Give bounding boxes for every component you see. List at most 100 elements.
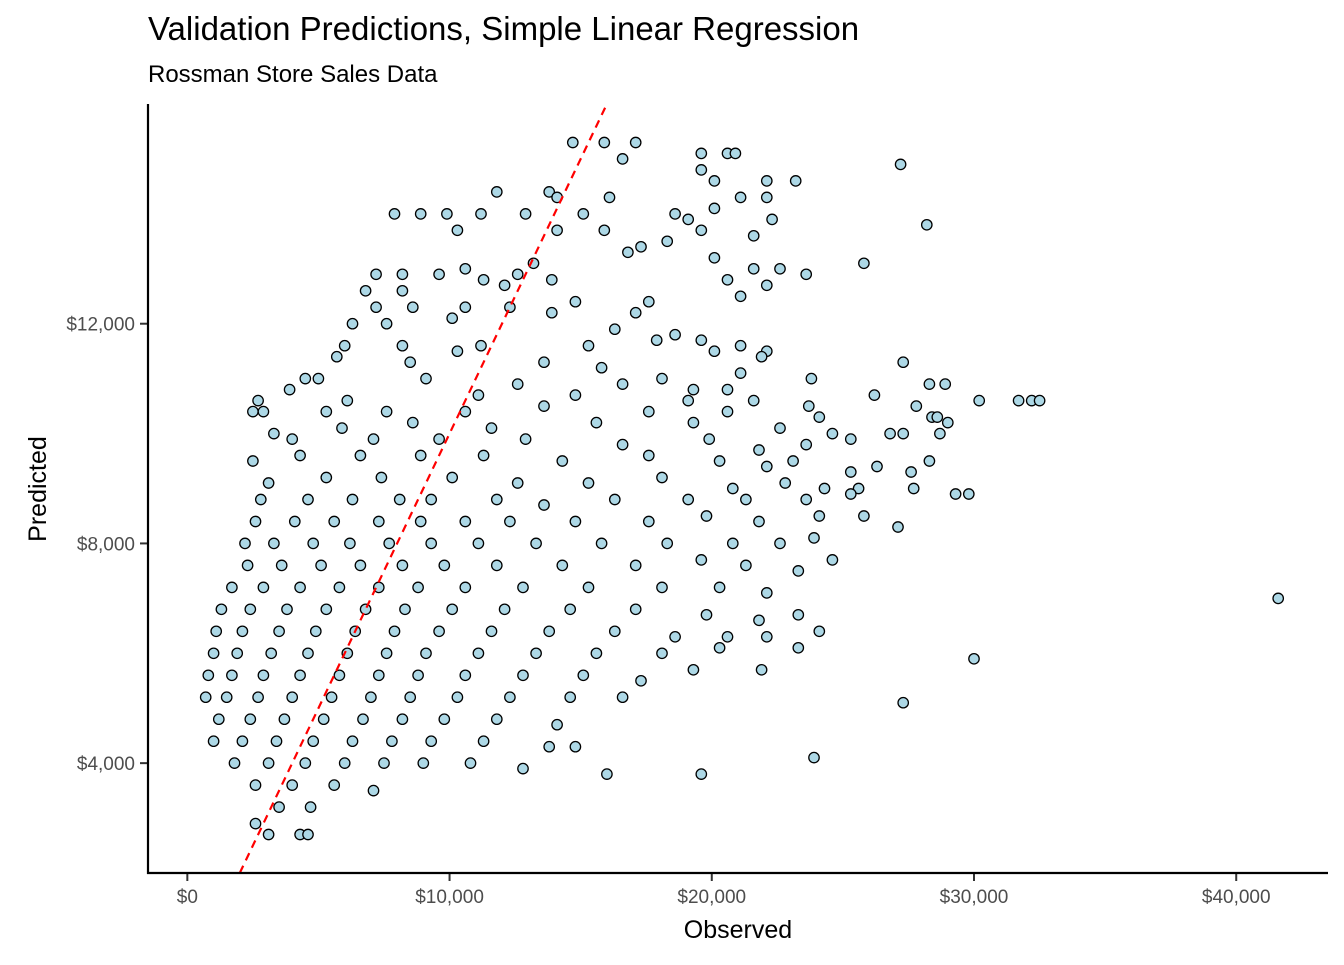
data-point <box>459 405 472 418</box>
data-point <box>530 647 542 660</box>
data-point <box>438 559 451 572</box>
data-point <box>472 647 485 660</box>
data-point <box>338 757 351 769</box>
data-point <box>270 735 283 748</box>
data-point <box>236 735 249 748</box>
data-point <box>595 537 608 550</box>
data-point <box>687 416 700 429</box>
data-point <box>656 581 668 594</box>
data-point <box>695 554 708 566</box>
data-point <box>564 603 577 616</box>
data-point <box>949 488 962 500</box>
data-point <box>656 372 668 385</box>
data-point <box>365 691 377 704</box>
data-point <box>459 669 472 682</box>
data-point <box>451 345 464 358</box>
data-point <box>642 295 655 308</box>
data-point <box>451 224 464 237</box>
data-point <box>265 647 278 660</box>
x-tick-label: $20,000 <box>677 887 746 908</box>
data-point <box>805 372 818 385</box>
data-point <box>569 515 582 528</box>
data-point <box>244 603 257 616</box>
data-point <box>354 559 367 572</box>
data-point <box>511 378 524 390</box>
data-point <box>299 757 312 769</box>
data-point <box>241 559 254 572</box>
data-point <box>687 663 700 676</box>
data-point <box>734 367 747 379</box>
data-point <box>941 416 954 429</box>
data-point <box>973 394 986 407</box>
data-point <box>642 515 655 528</box>
data-point <box>826 427 839 440</box>
data-point <box>420 372 432 385</box>
data-point <box>545 273 558 286</box>
data-point <box>307 537 320 550</box>
data-point <box>249 779 262 791</box>
data-point <box>603 191 616 204</box>
data-point <box>425 537 438 550</box>
data-point <box>868 389 881 401</box>
data-point <box>726 482 739 495</box>
data-point <box>485 625 498 638</box>
data-point <box>566 136 579 149</box>
data-point <box>317 713 330 726</box>
data-point <box>257 581 270 594</box>
data-point <box>404 356 417 369</box>
data-point <box>490 713 503 726</box>
data-point <box>669 208 681 220</box>
x-tick-label: $40,000 <box>1202 887 1271 908</box>
data-point <box>753 515 765 528</box>
data-point <box>228 757 241 769</box>
data-point <box>498 603 511 616</box>
data-point <box>485 422 498 434</box>
data-point <box>968 652 980 665</box>
data-point <box>236 625 249 638</box>
data-point <box>380 647 393 660</box>
data-point <box>451 691 464 704</box>
data-point <box>595 361 608 374</box>
data-point <box>273 625 285 638</box>
data-point <box>257 669 270 682</box>
data-point <box>215 603 228 616</box>
data-point <box>519 208 532 220</box>
data-point <box>774 537 786 550</box>
data-point <box>740 559 752 572</box>
data-point <box>519 433 532 445</box>
data-point <box>897 427 910 440</box>
data-point <box>446 603 459 616</box>
data-point <box>346 493 359 506</box>
data-point <box>747 262 760 275</box>
data-point <box>302 647 314 660</box>
data-point <box>760 460 773 473</box>
data-point <box>582 477 595 489</box>
data-point <box>307 735 320 748</box>
data-point <box>703 433 716 445</box>
data-point <box>713 581 726 594</box>
data-point <box>894 158 907 171</box>
data-point <box>406 301 419 314</box>
data-point <box>779 477 792 489</box>
data-point <box>713 641 726 654</box>
data-point <box>380 405 393 418</box>
y-axis-label: Predicted <box>24 436 52 542</box>
data-point <box>475 339 487 352</box>
data-point <box>934 427 946 440</box>
data-point <box>920 218 933 231</box>
data-point <box>433 268 445 281</box>
data-point <box>800 493 813 506</box>
data-point <box>212 713 225 726</box>
data-point <box>404 691 417 704</box>
data-point <box>262 477 275 489</box>
data-point <box>708 175 721 187</box>
data-point <box>721 405 734 418</box>
data-point <box>747 394 760 407</box>
data-point <box>433 433 445 445</box>
data-point <box>656 647 668 660</box>
data-point <box>844 433 857 445</box>
data-point <box>601 768 613 780</box>
data-point <box>635 240 647 253</box>
